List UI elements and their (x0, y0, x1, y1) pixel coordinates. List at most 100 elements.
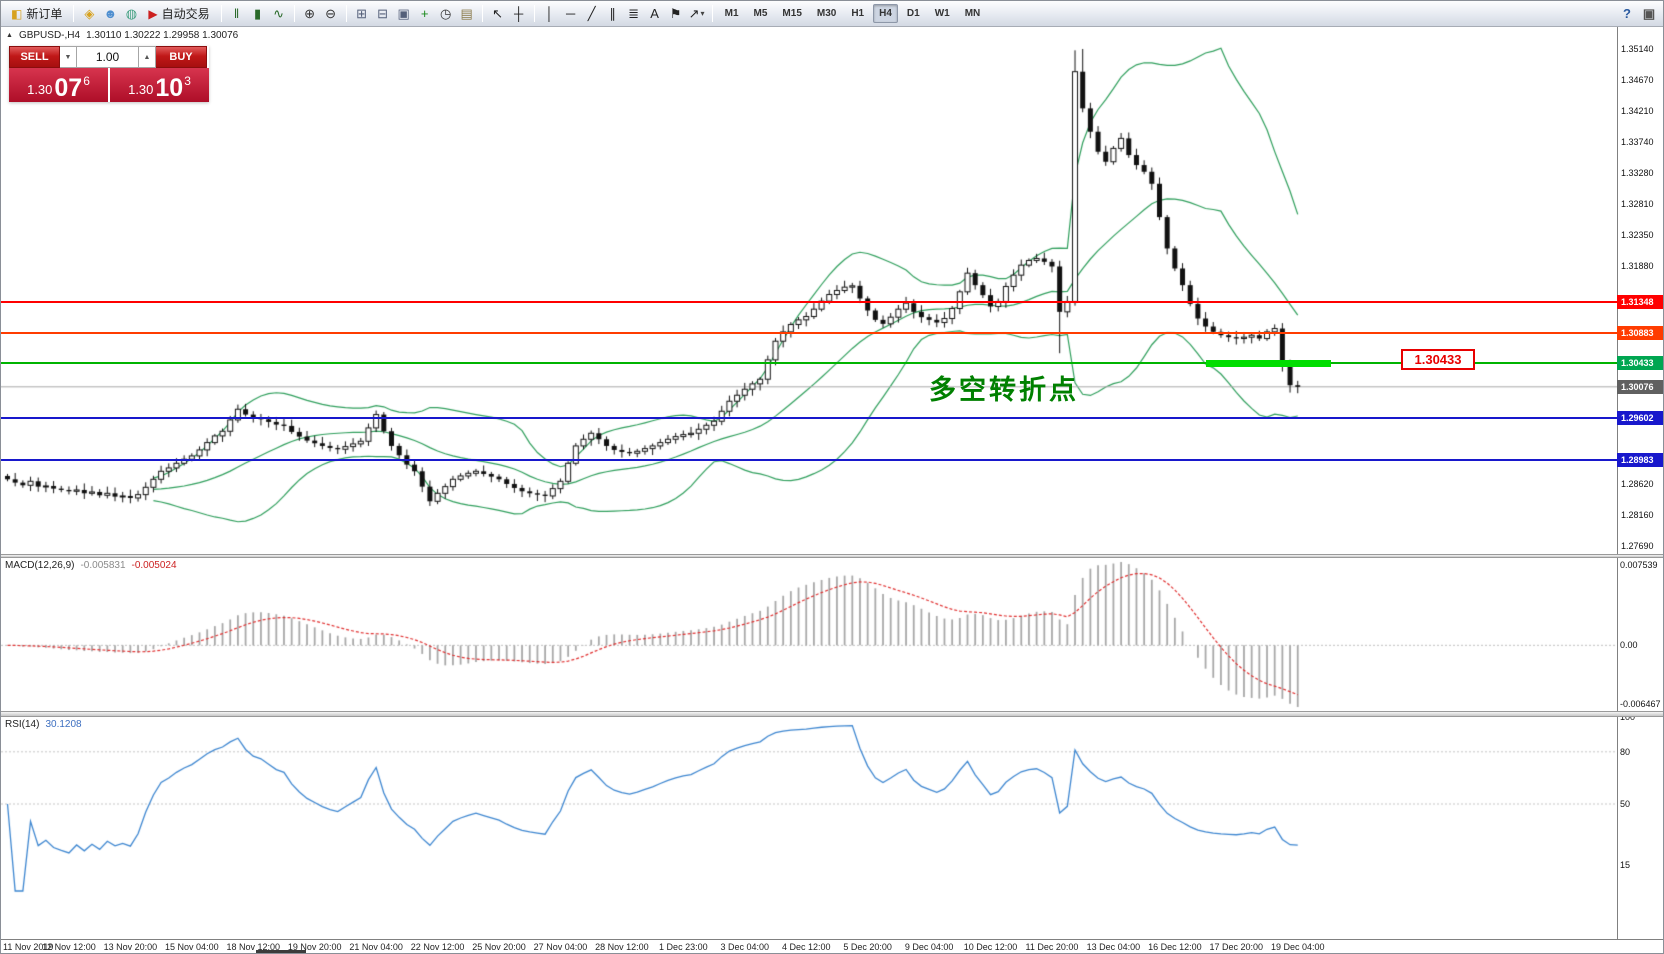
channel-icon[interactable]: ∥ (609, 5, 616, 21)
sell-price-display[interactable]: 1.30 07 6 (9, 68, 108, 102)
date-label: 27 Nov 04:00 (533, 942, 588, 952)
timeframe-h1-button[interactable]: H1 (851, 8, 865, 19)
dropdown-caret-icon: ▾ (700, 9, 705, 18)
profile-icon[interactable]: ☻ (103, 6, 118, 21)
fibonacci-icon[interactable]: ≣ (628, 5, 640, 21)
rsi-name: RSI(14) (5, 719, 40, 730)
highlight-segment[interactable] (1206, 359, 1331, 367)
price-scale (1617, 27, 1663, 939)
cascade-windows-icon[interactable]: ⊟ (377, 5, 389, 21)
crosshair-icon[interactable]: ┼ (514, 6, 524, 21)
price-badge: 1.30883 (1617, 325, 1663, 340)
toolbar-separator (711, 5, 713, 22)
rsi-scale-label: 15 (1620, 859, 1631, 870)
toolbar-separator (73, 5, 75, 22)
horizontal-price-line[interactable] (1, 417, 1617, 420)
time-scale-border (1, 939, 1663, 940)
templates-icon[interactable]: ▤ (460, 5, 473, 21)
toolbar: ◧ 新订单 ◈ ☻ ◍ ▶ 自动交易 ‖ ▮ ∿ ⊕ ⊖ ⊞ ⊟ ▣ + ◷ ▤ ↖ ┼ │ ─ ╱ ∥ ≣ A ⚑ ↗ ▾ M1 M5 M1… (1, 1, 1663, 27)
toolbar-separator (481, 5, 483, 22)
date-label: 9 Dec 04:00 (904, 942, 954, 952)
macd-scale-zero: 0.00 (1620, 640, 1638, 651)
new-order-button[interactable]: ◧ 新订单 (5, 3, 68, 24)
date-label: 3 Dec 04:00 (720, 942, 770, 952)
scrollbar-thumb[interactable] (256, 950, 306, 953)
price-chart-canvas[interactable] (1, 27, 1617, 939)
buy-price-big: 10 (155, 74, 184, 102)
date-label: 1 Dec 23:00 (659, 942, 708, 952)
chart-symbol: GBPUSD-,H4 (18, 30, 81, 41)
auto-trading-icon: ▶ (148, 6, 158, 21)
date-label: 19 Dec 04:00 (1270, 942, 1325, 952)
price-badge: 1.28983 (1617, 452, 1663, 467)
new-order-icon: ◧ (11, 6, 23, 21)
cursor-icon[interactable]: ↖ (492, 5, 504, 21)
timeframe-d1-button[interactable]: D1 (906, 8, 920, 19)
date-label: 25 Nov 20:00 (472, 942, 526, 952)
rsi-label: RSI(14) 30.1208 (5, 719, 82, 730)
timeframe-w1-button[interactable]: W1 (934, 8, 950, 19)
timeframe-mn-button[interactable]: MN (964, 8, 981, 19)
toolbar-separator (345, 5, 347, 22)
pane-separator[interactable] (1, 711, 1663, 717)
date-label: 11 Dec 20:00 (1025, 942, 1079, 952)
indicators-icon[interactable]: + (420, 6, 429, 21)
sell-price-prefix: 1.30 (27, 82, 53, 97)
label-icon[interactable]: ⚑ (669, 5, 682, 21)
horizontal-price-line[interactable] (1, 458, 1617, 461)
buy-button[interactable]: BUY (156, 46, 207, 68)
one-click-trading-panel: SELL ▼ 1.00 ▲ BUY 1.30 07 6 1.30 10 3 (9, 46, 209, 102)
timeframe-m30-button[interactable]: M30 (816, 8, 837, 19)
auto-trading-button-label: 自动交易 (161, 7, 210, 21)
layout-icon[interactable]: ◈ (84, 5, 95, 21)
tile-windows-icon[interactable]: ⊞ (356, 5, 368, 21)
date-label: 13 Nov 20:00 (103, 942, 158, 952)
macd-scale-max: 0.007539 (1620, 560, 1658, 570)
buy-price-pip: 3 (184, 74, 191, 88)
periods-icon[interactable]: ◷ (439, 5, 452, 21)
sell-button[interactable]: SELL (9, 46, 60, 68)
price-tick: 1.34670 (1621, 75, 1654, 86)
annotation-text[interactable]: 多空转折点 (929, 375, 1079, 406)
price-badge: 1.31348 (1617, 294, 1663, 309)
shapes-icon[interactable]: ↗ ▾ (688, 5, 705, 21)
horizontal-price-line[interactable] (1, 331, 1617, 334)
timeframe-h4-button[interactable]: H4 (873, 4, 898, 23)
trendline-icon[interactable]: ╱ (587, 5, 596, 21)
buy-price-prefix: 1.30 (128, 82, 154, 97)
pane-separator[interactable] (1, 554, 1663, 558)
lot-size-input[interactable]: 1.00 (77, 46, 139, 68)
globe-icon[interactable]: ◍ (125, 5, 138, 21)
macd-scale-min: -0.006467 (1620, 699, 1661, 709)
price-tick: 1.35140 (1621, 44, 1654, 54)
line-chart-icon[interactable]: ∿ (273, 5, 285, 21)
text-icon[interactable]: A (650, 6, 659, 21)
zoom-out-icon[interactable]: ⊖ (325, 5, 337, 21)
price-callout[interactable]: 1.30433 (1401, 349, 1475, 370)
date-label: 11 Nov 2019 (3, 942, 54, 952)
date-label: 28 Nov 12:00 (595, 942, 649, 952)
horizontal-price-line[interactable] (1, 362, 1617, 364)
date-label: 22 Nov 12:00 (410, 942, 465, 952)
lot-increase-button[interactable]: ▲ (139, 46, 156, 68)
arrange-windows-icon[interactable]: ▣ (397, 5, 410, 21)
timeframe-m1-button[interactable]: M1 (724, 8, 739, 19)
price-tick: 1.33280 (1621, 168, 1654, 179)
timeframe-m15-button[interactable]: M15 (782, 8, 802, 19)
rsi-scale-label: 50 (1620, 799, 1631, 809)
horizontal-price-line[interactable] (1, 300, 1617, 303)
candlestick-chart-icon[interactable]: ▮ (254, 5, 262, 21)
timeframe-m5-button[interactable]: M5 (753, 8, 768, 19)
horizontal-line-icon[interactable]: ─ (566, 6, 576, 21)
buy-price-display[interactable]: 1.30 10 3 (110, 68, 209, 102)
auto-trading-button[interactable]: ▶ 自动交易 (142, 3, 215, 24)
help-icon[interactable]: ? (1623, 6, 1631, 21)
vertical-line-icon[interactable]: │ (545, 6, 554, 21)
panels-icon[interactable]: ▣ (1642, 5, 1656, 21)
zoom-in-icon[interactable]: ⊕ (304, 5, 316, 21)
date-label: 12 Nov 12:00 (42, 942, 96, 952)
date-label: 4 Dec 12:00 (781, 942, 831, 952)
lot-decrease-button[interactable]: ▼ (60, 46, 77, 68)
bar-chart-icon[interactable]: ‖ (233, 6, 240, 21)
sell-price-pip: 6 (83, 74, 90, 88)
